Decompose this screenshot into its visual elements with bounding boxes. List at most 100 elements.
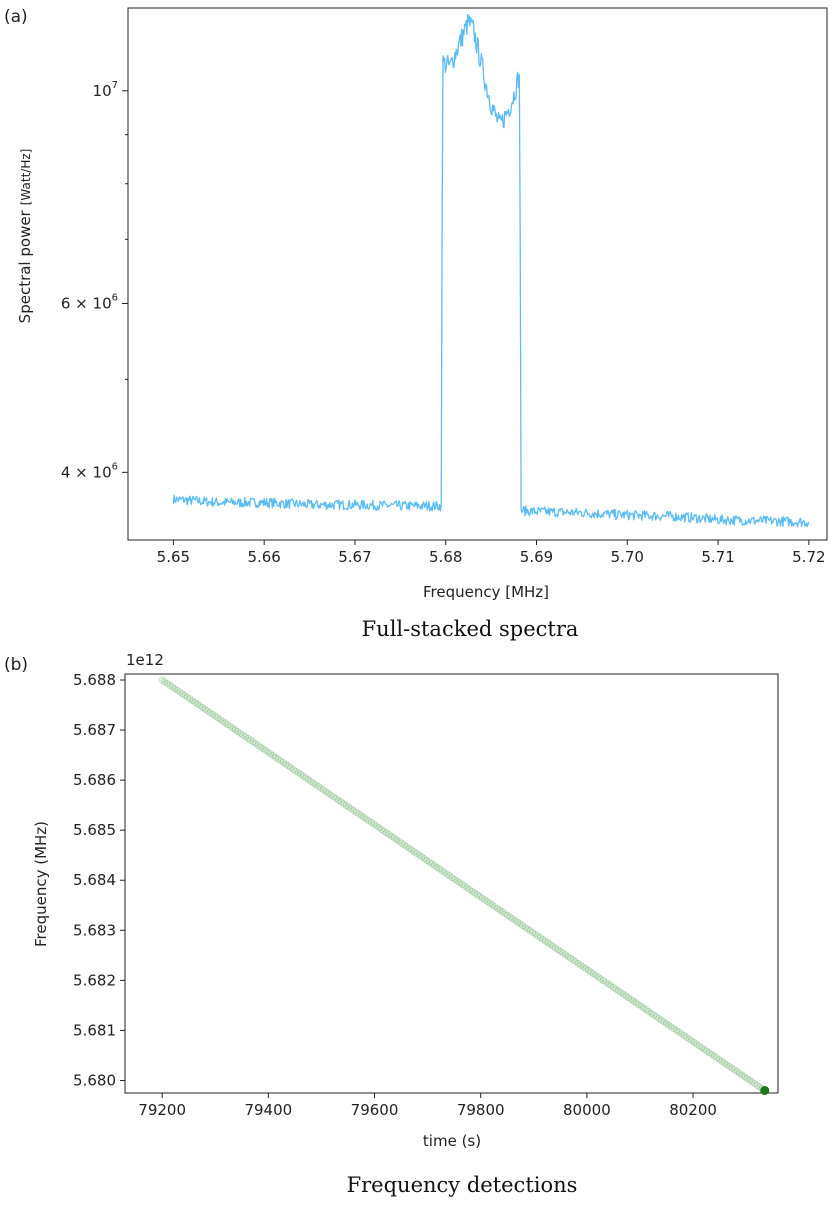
detection-point: [670, 1025, 678, 1033]
detection-point: [463, 884, 471, 892]
detection-point: [645, 1008, 653, 1015]
detection-point: [383, 829, 390, 837]
panel-b-detection-points: [158, 676, 770, 1095]
detection-point: [325, 789, 333, 797]
detection-point: [304, 776, 312, 784]
detection-point: [567, 954, 575, 962]
panel-a: (a) 5.65 5.66 5.67 5.68 5.69 5.70 5.71 5.72 107…: [4, 7, 828, 641]
panel-a-x-tick-label: 5.68: [429, 548, 462, 566]
detection-point: [652, 1013, 660, 1021]
detection-point: [481, 896, 489, 904]
detection-point: [665, 1021, 673, 1029]
detection-point: [332, 795, 340, 802]
detection-point: [703, 1047, 711, 1055]
panel-a-x-tick-label: 5.67: [338, 548, 371, 566]
detection-point: [683, 1033, 691, 1041]
detection-point: [466, 886, 474, 893]
detection-point: [302, 774, 310, 782]
detection-point: [642, 1006, 650, 1014]
detection-point: [221, 719, 229, 727]
detection-point: [713, 1054, 721, 1062]
detection-point: [279, 758, 287, 766]
detection-point: [241, 733, 249, 741]
detection-point: [589, 970, 597, 978]
detection-point: [405, 844, 413, 852]
detection-point: [322, 788, 330, 796]
panel-a-x-tick-label: 5.72: [792, 548, 825, 566]
detection-point: [657, 1016, 665, 1024]
detection-point: [199, 704, 206, 711]
detection-point: [731, 1066, 738, 1074]
detection-point: [488, 901, 496, 909]
detection-point: [524, 925, 532, 933]
detection-point: [748, 1078, 756, 1086]
detection-point: [746, 1076, 754, 1084]
detection-point: [289, 765, 297, 773]
detection-point: [456, 879, 464, 887]
detection-point: [299, 772, 307, 780]
detection-point: [443, 870, 451, 878]
detection-point: [390, 834, 398, 842]
detection-point: [718, 1057, 726, 1065]
detection-point: [529, 929, 537, 936]
panel-b-y-tick-label: 5.682: [73, 971, 116, 989]
detection-point: [458, 880, 466, 888]
detection-point: [375, 824, 383, 832]
detection-point: [705, 1049, 713, 1057]
detection-point: [685, 1035, 693, 1043]
detection-point: [420, 855, 428, 863]
detection-point: [393, 836, 401, 844]
detection-point: [582, 965, 590, 973]
detection-point: [536, 934, 544, 942]
detection-point: [282, 760, 290, 768]
detection-point: [478, 894, 486, 902]
panel-a-y-tick-label: 107: [93, 80, 118, 100]
detection-point: [408, 846, 416, 854]
detection-point: [312, 781, 320, 789]
panel-a-y-axis-label-unit: [Watt/Hz]: [19, 149, 33, 206]
detection-point: [209, 710, 217, 718]
detection-point: [753, 1081, 761, 1089]
detection-point: [373, 822, 380, 830]
detection-point: [307, 777, 315, 785]
detection-point: [360, 813, 368, 821]
detection-point: [678, 1030, 685, 1038]
last-detection-point: [760, 1085, 770, 1095]
detection-point: [365, 817, 373, 825]
panel-b-label: (b): [4, 655, 28, 675]
detection-point: [610, 983, 617, 991]
detection-point: [204, 707, 211, 715]
detection-point: [594, 973, 602, 981]
detection-point: [615, 987, 622, 995]
detection-point: [400, 841, 408, 849]
detection-point: [655, 1014, 663, 1022]
detection-point: [574, 959, 582, 967]
detection-point: [733, 1068, 741, 1076]
detection-point: [191, 698, 199, 706]
detection-point: [650, 1011, 658, 1019]
panel-a-spectrum-line: [172, 13, 810, 528]
detection-point: [549, 942, 557, 950]
panel-b-y-ticks: 5.680 5.681 5.682 5.683 5.684 5.685 5.686 5.687…: [73, 671, 125, 1089]
detection-point: [309, 779, 317, 787]
detection-point: [708, 1050, 716, 1058]
detection-point: [494, 904, 501, 912]
panel-a-y-ticks: 107 6 × 106 4 × 106: [61, 80, 128, 481]
detection-point: [428, 860, 436, 868]
detection-point: [194, 700, 201, 708]
detection-point: [287, 764, 295, 772]
detection-point: [357, 812, 365, 820]
panel-b-x-tick-label: 79600: [351, 1101, 399, 1119]
detection-point: [688, 1037, 696, 1045]
detection-point: [327, 791, 335, 799]
detection-point: [330, 793, 338, 801]
panel-b-y-axis-label: Frequency (MHz): [32, 821, 50, 947]
detection-point: [423, 856, 431, 864]
detection-point: [552, 944, 559, 952]
detection-point: [433, 863, 441, 871]
panel-b-x-tick-label: 80000: [563, 1101, 611, 1119]
panel-b-x-tick-label: 79200: [138, 1101, 186, 1119]
panel-b-y-tick-label: 5.681: [73, 1021, 116, 1039]
detection-point: [206, 709, 214, 717]
